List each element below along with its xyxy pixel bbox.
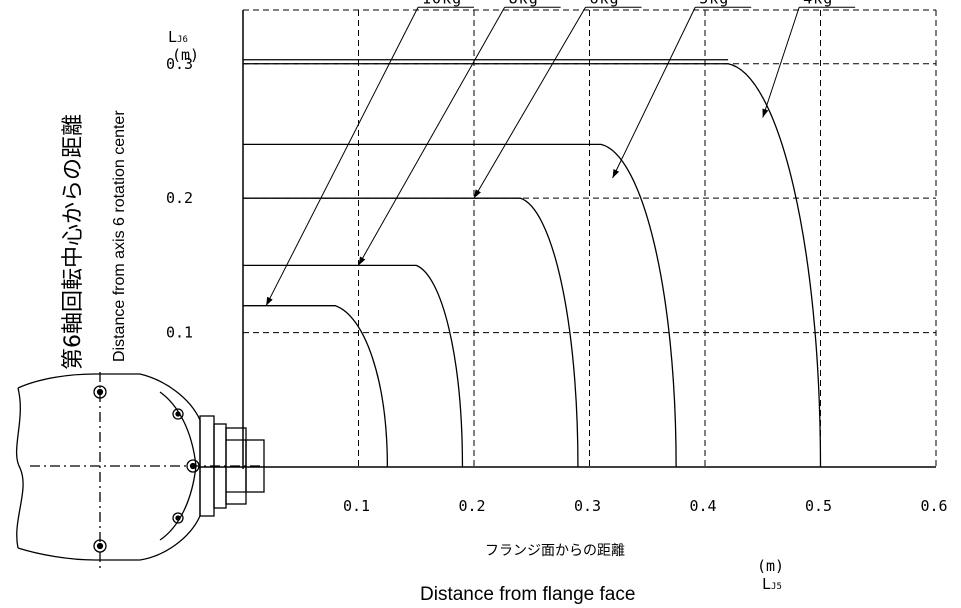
x-axis-symbol: LJ5 — [762, 575, 782, 593]
y-tick-label-2: 0.2 — [166, 189, 193, 207]
x-tick-label-5: 0.5 — [805, 497, 832, 515]
leader-line-5kg — [612, 7, 696, 179]
leader-arrow-5kg — [612, 169, 620, 179]
x-tick-label-1: 0.1 — [343, 497, 370, 515]
x-axis-title-jp: フランジ面からの距離 — [485, 542, 625, 559]
y-tick-label-3: 0.3 — [166, 55, 193, 73]
x-tick-label-6: 0.6 — [920, 497, 947, 515]
load-curves — [243, 59, 822, 468]
leader-arrow-6kg — [474, 189, 481, 199]
series-curve-6kg — [243, 197, 579, 468]
y-axis-symbol: LJ6 — [168, 28, 188, 46]
series-curve-4kg — [243, 63, 822, 468]
grid-lines — [243, 9, 937, 467]
axes — [200, 10, 936, 469]
series-label-10kg: 10kg — [422, 0, 462, 7]
series-curve-5kg — [243, 143, 677, 468]
series-curve-10kg — [243, 305, 389, 468]
leader-line-4kg — [762, 7, 800, 118]
series-label-4kg: 4kg — [803, 0, 833, 7]
series-curve-8kg — [243, 264, 464, 468]
x-tick-label-2: 0.2 — [458, 497, 485, 515]
series-label-5kg: 5kg — [699, 0, 729, 7]
x-tick-labels: 0.1 0.2 0.3 0.4 0.5 0.6 — [343, 497, 948, 515]
leader-arrow-8kg — [358, 256, 366, 266]
y-axis-title-jp: 第6軸回転中心からの距離 — [61, 114, 86, 370]
leader-line-10kg — [265, 7, 419, 306]
y-tick-label-1: 0.1 — [166, 324, 193, 342]
y-axis-unit: (m) — [172, 46, 199, 64]
x-tick-label-3: 0.3 — [574, 497, 601, 515]
series-label-8kg: 8kg — [509, 0, 539, 7]
y-axis-title-en: Distance from axis 6 rotation center — [111, 110, 128, 362]
leader-arrow-4kg — [762, 108, 769, 118]
x-axis-unit: (m) — [757, 557, 784, 575]
series-label-6kg: 6kg — [590, 0, 620, 7]
series-labels: 10kg 8kg 6kg 5kg 4kg — [418, 0, 856, 8]
robot-wrist-drawing — [16, 372, 265, 570]
leader-arrow-10kg — [266, 296, 273, 306]
x-tick-label-4: 0.4 — [689, 497, 716, 515]
leader-lines — [265, 7, 800, 306]
y-tick-labels: 0.1 0.2 0.3 — [166, 55, 193, 342]
leader-line-8kg — [358, 7, 506, 266]
leader-line-6kg — [473, 7, 586, 199]
x-axis-title-en: Distance from flange face — [420, 584, 635, 605]
